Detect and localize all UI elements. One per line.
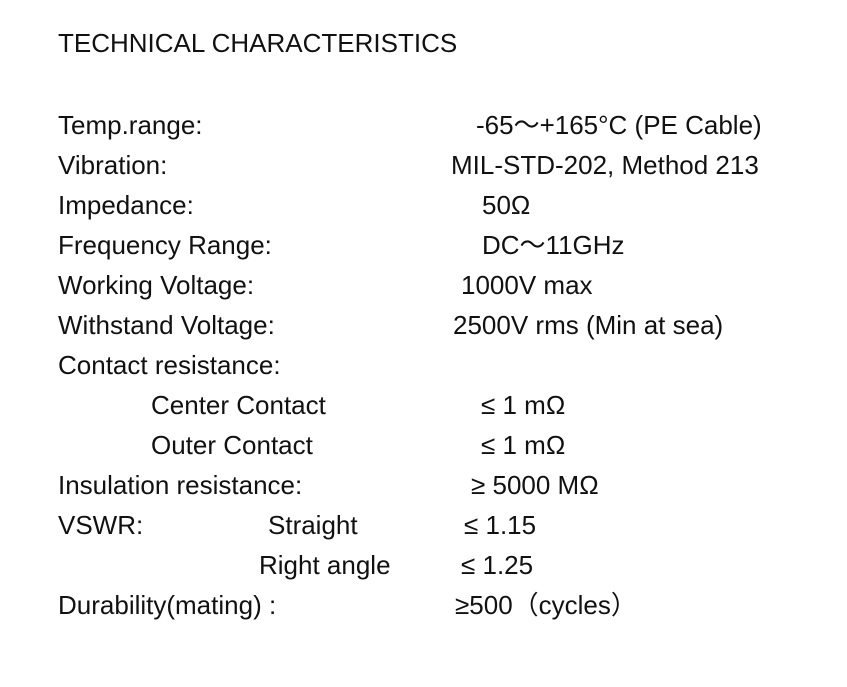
- label-durability: Durability(mating) :: [58, 590, 277, 620]
- label-center-contact: Center Contact: [151, 390, 326, 420]
- label-vswr-straight: Straight: [268, 510, 358, 540]
- label-contact-resistance: Contact resistance:: [58, 350, 281, 380]
- value-vibration: MIL-STD-202, Method 213: [451, 150, 759, 180]
- label-vswr-right-angle: Right angle: [259, 550, 391, 580]
- value-durability: ≥500（cycles）: [455, 590, 637, 620]
- value-impedance: 50Ω: [482, 190, 531, 220]
- value-vswr-straight: ≤ 1.15: [464, 510, 537, 540]
- label-impedance: Impedance:: [58, 190, 194, 220]
- value-vswr-right-angle: ≤ 1.25: [461, 550, 534, 580]
- value-frequency-range: DC～11GHz: [482, 230, 625, 260]
- value-outer-contact: ≤ 1 mΩ: [481, 430, 566, 460]
- value-working-voltage: 1000V max: [461, 270, 593, 300]
- label-working-voltage: Working Voltage:: [58, 270, 255, 300]
- label-insulation-resistance: Insulation resistance:: [58, 470, 303, 500]
- value-center-contact: ≤ 1 mΩ: [481, 390, 566, 420]
- label-vswr: VSWR:: [58, 510, 144, 540]
- label-vibration: Vibration:: [58, 150, 168, 180]
- label-temp-range: Temp.range:: [58, 110, 203, 140]
- label-frequency-range: Frequency Range:: [58, 230, 272, 260]
- value-temp-range: -65～+165°C (PE Cable): [476, 110, 762, 140]
- label-outer-contact: Outer Contact: [151, 430, 313, 460]
- value-insulation-resistance: ≥ 5000 MΩ: [471, 470, 599, 500]
- label-withstand-voltage: Withstand Voltage:: [58, 310, 275, 340]
- page-title: TECHNICAL CHARACTERISTICS: [58, 28, 458, 58]
- value-withstand-voltage: 2500V rms (Min at sea): [453, 310, 724, 340]
